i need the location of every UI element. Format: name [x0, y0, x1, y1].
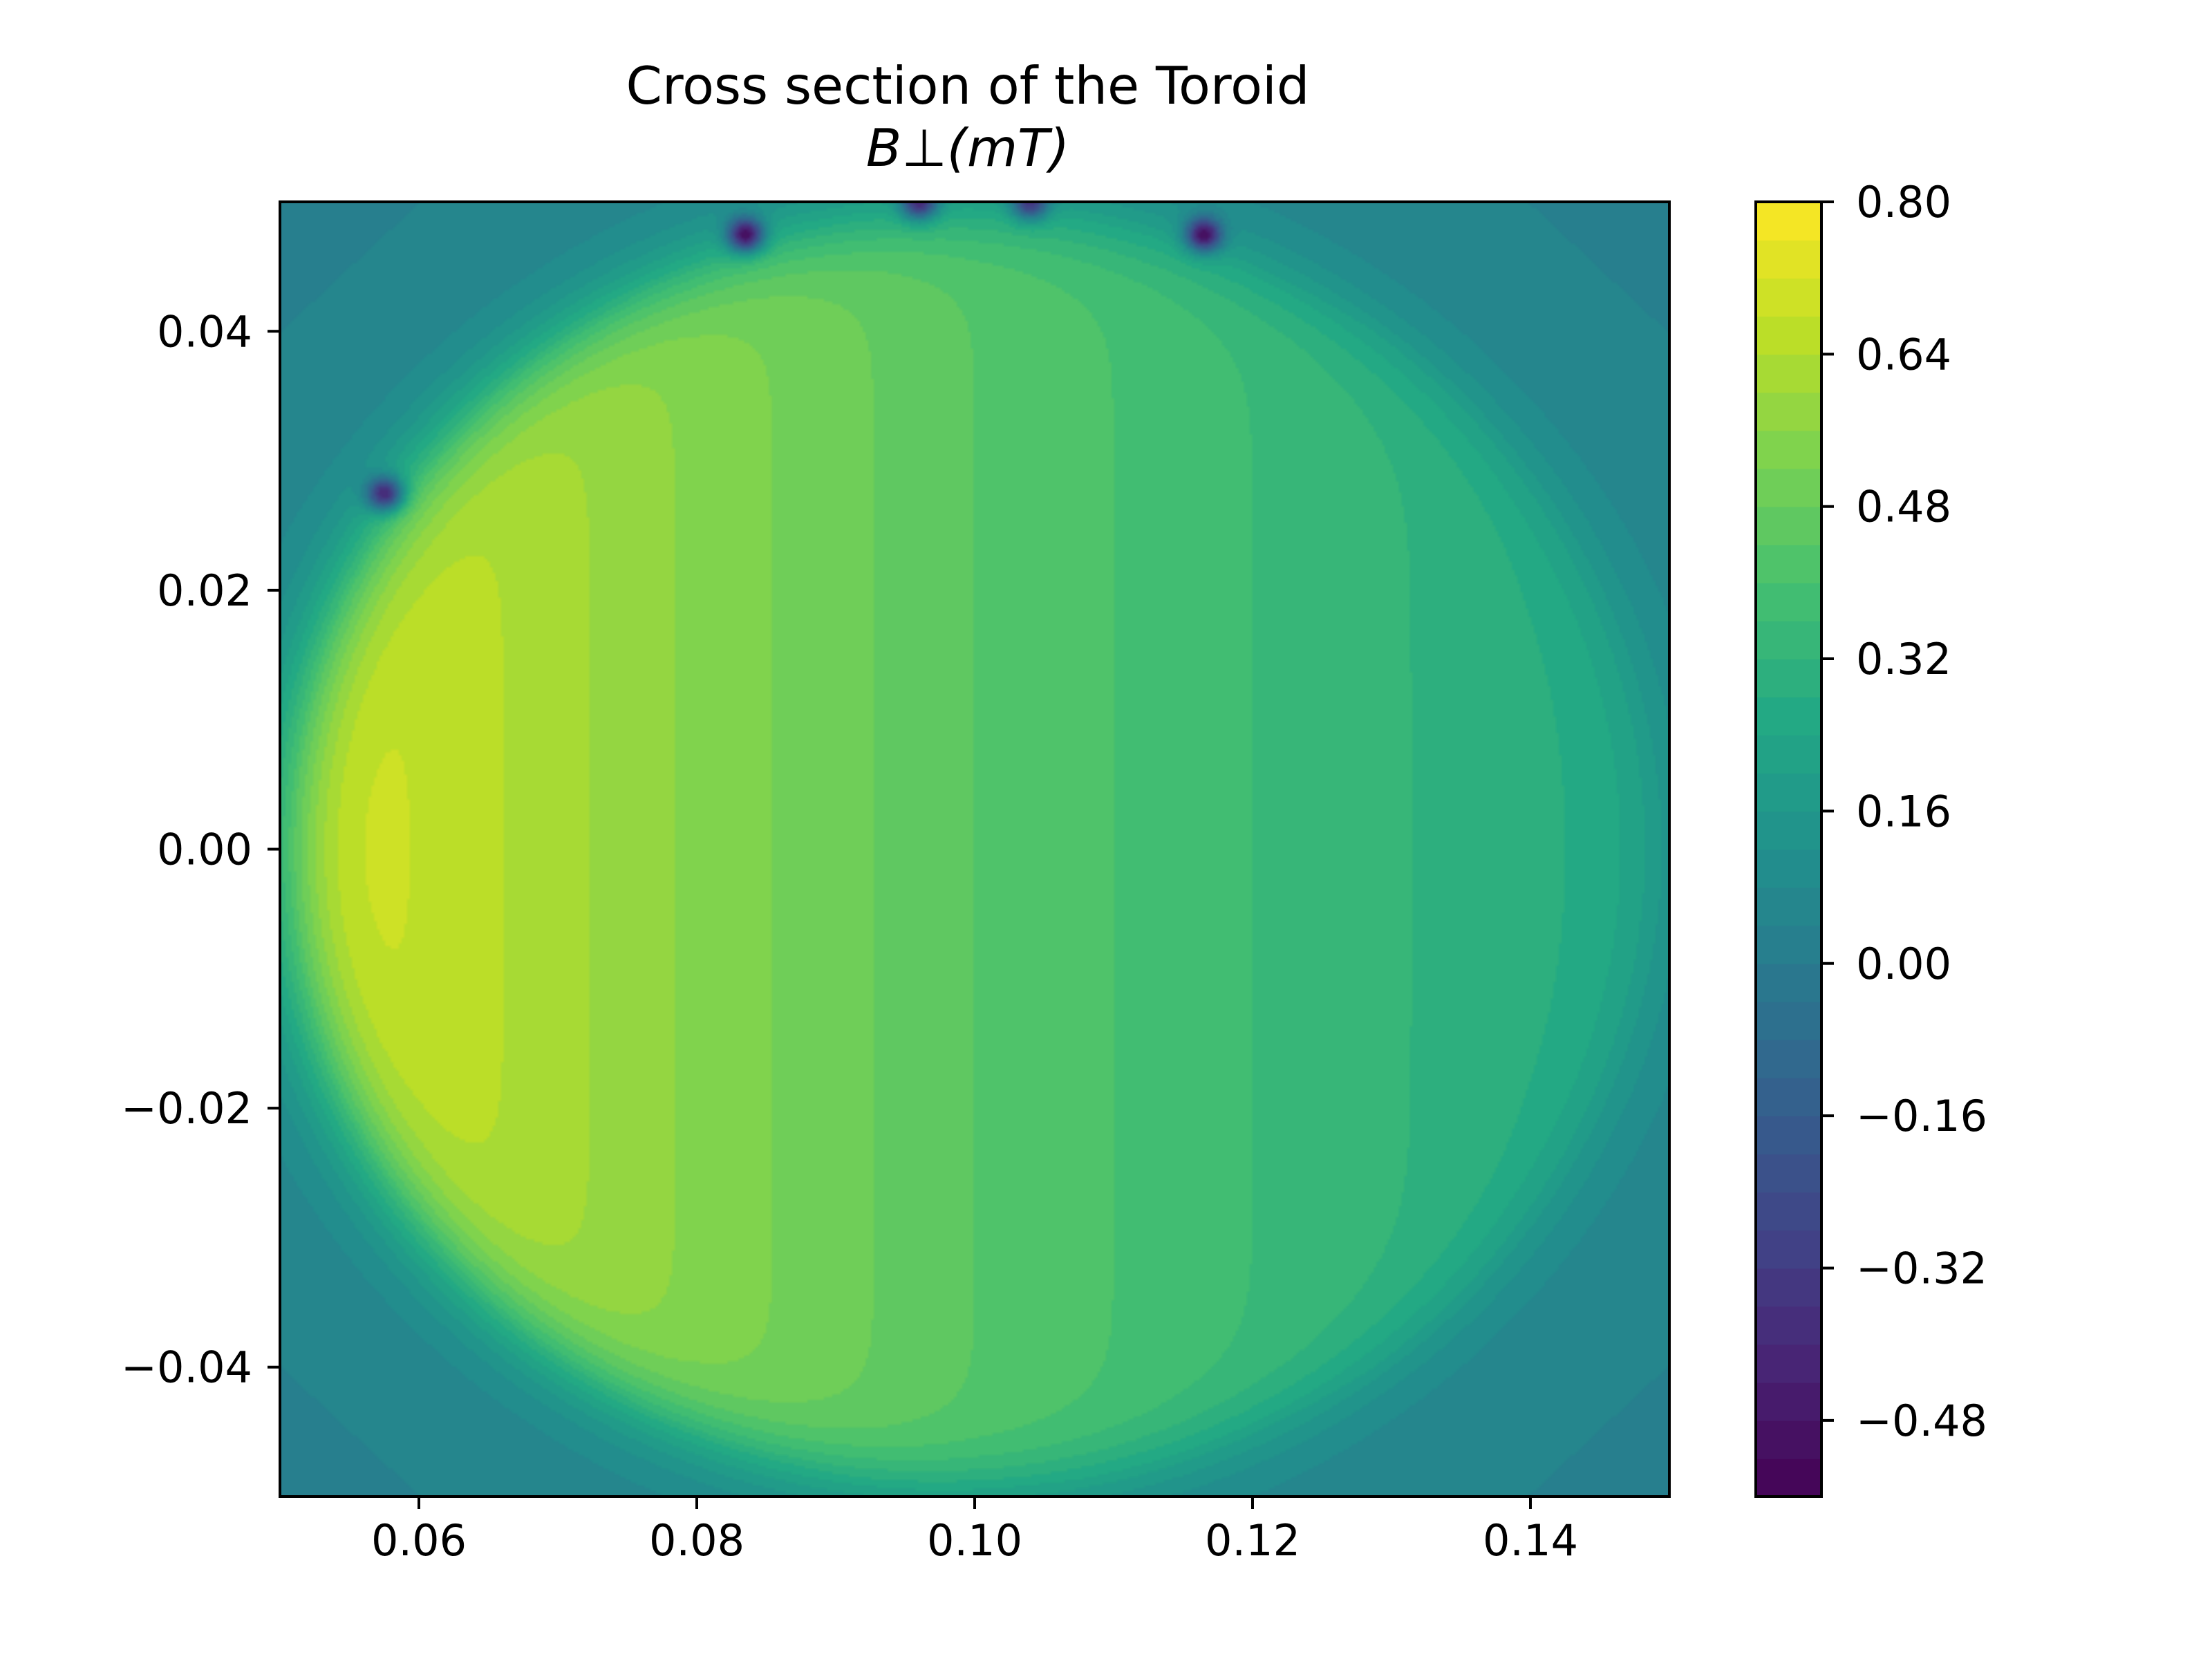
colorbar-band: [1756, 1344, 1821, 1383]
x-tick-label: 0.14: [1483, 1515, 1578, 1566]
colorbar-band: [1756, 468, 1821, 507]
colorbar-band: [1756, 849, 1821, 888]
colorbar-band: [1756, 1039, 1821, 1078]
x-tick-label: 0.12: [1205, 1515, 1300, 1566]
colorbar-band: [1756, 811, 1821, 850]
colorbar-band: [1756, 316, 1821, 355]
y-tick-label: 0.04: [157, 306, 252, 357]
colorbar-band: [1756, 240, 1821, 279]
x-tick-label: 0.08: [649, 1515, 744, 1566]
colorbar-band: [1756, 1078, 1821, 1116]
colorbar-band: [1756, 773, 1821, 812]
y-tick-label: 0.00: [157, 825, 252, 875]
colorbar-tick-label: 0.32: [1856, 634, 1951, 684]
colorbar-tick-label: 0.80: [1856, 177, 1951, 227]
colorbar-band: [1756, 1001, 1821, 1040]
colorbar-band: [1756, 1192, 1821, 1231]
colorbar-band: [1756, 1420, 1821, 1459]
field-heatmap: [280, 202, 1669, 1497]
colorbar-band: [1756, 544, 1821, 583]
colorbar: −0.48 −0.32 −0.16 0.00 0.16 0.32 0.48 0.64 0.80: [1754, 177, 1987, 1498]
colorbar-tick-label: 0.16: [1856, 786, 1951, 836]
colorbar-tick-label: −0.32: [1856, 1243, 1987, 1293]
colorbar-band: [1756, 925, 1821, 964]
colorbar-tick-label: −0.16: [1856, 1091, 1987, 1141]
x-tick-label: 0.06: [371, 1515, 467, 1566]
colorbar-band: [1756, 697, 1821, 736]
colorbar-band: [1756, 506, 1821, 545]
colorbar-band: [1756, 354, 1821, 393]
colorbar-band: [1756, 1230, 1821, 1269]
colorbar-tick-label: 0.64: [1856, 329, 1951, 379]
colorbar-tick-label: 0.48: [1856, 482, 1951, 532]
colorbar-band: [1756, 1458, 1821, 1497]
y-axis: −0.04 −0.02 0.00 0.02 0.04: [121, 306, 280, 1393]
chart-subtitle: B⊥(mT): [865, 118, 1070, 178]
y-tick-label: 0.02: [157, 565, 252, 616]
colorbar-tick-label: −0.48: [1856, 1396, 1987, 1446]
colorbar-band: [1756, 1382, 1821, 1421]
colorbar-band: [1756, 963, 1821, 1002]
colorbar-band: [1756, 392, 1821, 431]
colorbar-band: [1756, 202, 1821, 241]
colorbar-band: [1756, 659, 1821, 697]
colorbar-band: [1756, 430, 1821, 469]
colorbar-band: [1756, 887, 1821, 926]
x-axis: 0.06 0.08 0.10 0.12 0.14: [371, 1497, 1578, 1566]
colorbar-band: [1756, 735, 1821, 774]
y-tick-label: −0.02: [121, 1083, 252, 1134]
colorbar-tick-label: 0.00: [1856, 939, 1951, 989]
colorbar-frame: [1754, 200, 1823, 1498]
colorbar-band: [1756, 278, 1821, 317]
colorbar-band: [1756, 620, 1821, 659]
colorbar-band: [1756, 1306, 1821, 1345]
colorbar-band: [1756, 1154, 1821, 1193]
colorbar-band: [1756, 1268, 1821, 1307]
colorbar-band: [1756, 582, 1821, 621]
colorbar-band: [1756, 1116, 1821, 1155]
chart-title: Cross section of the Toroid: [626, 55, 1310, 116]
x-tick-label: 0.10: [927, 1515, 1022, 1566]
y-tick-label: −0.04: [121, 1342, 252, 1393]
